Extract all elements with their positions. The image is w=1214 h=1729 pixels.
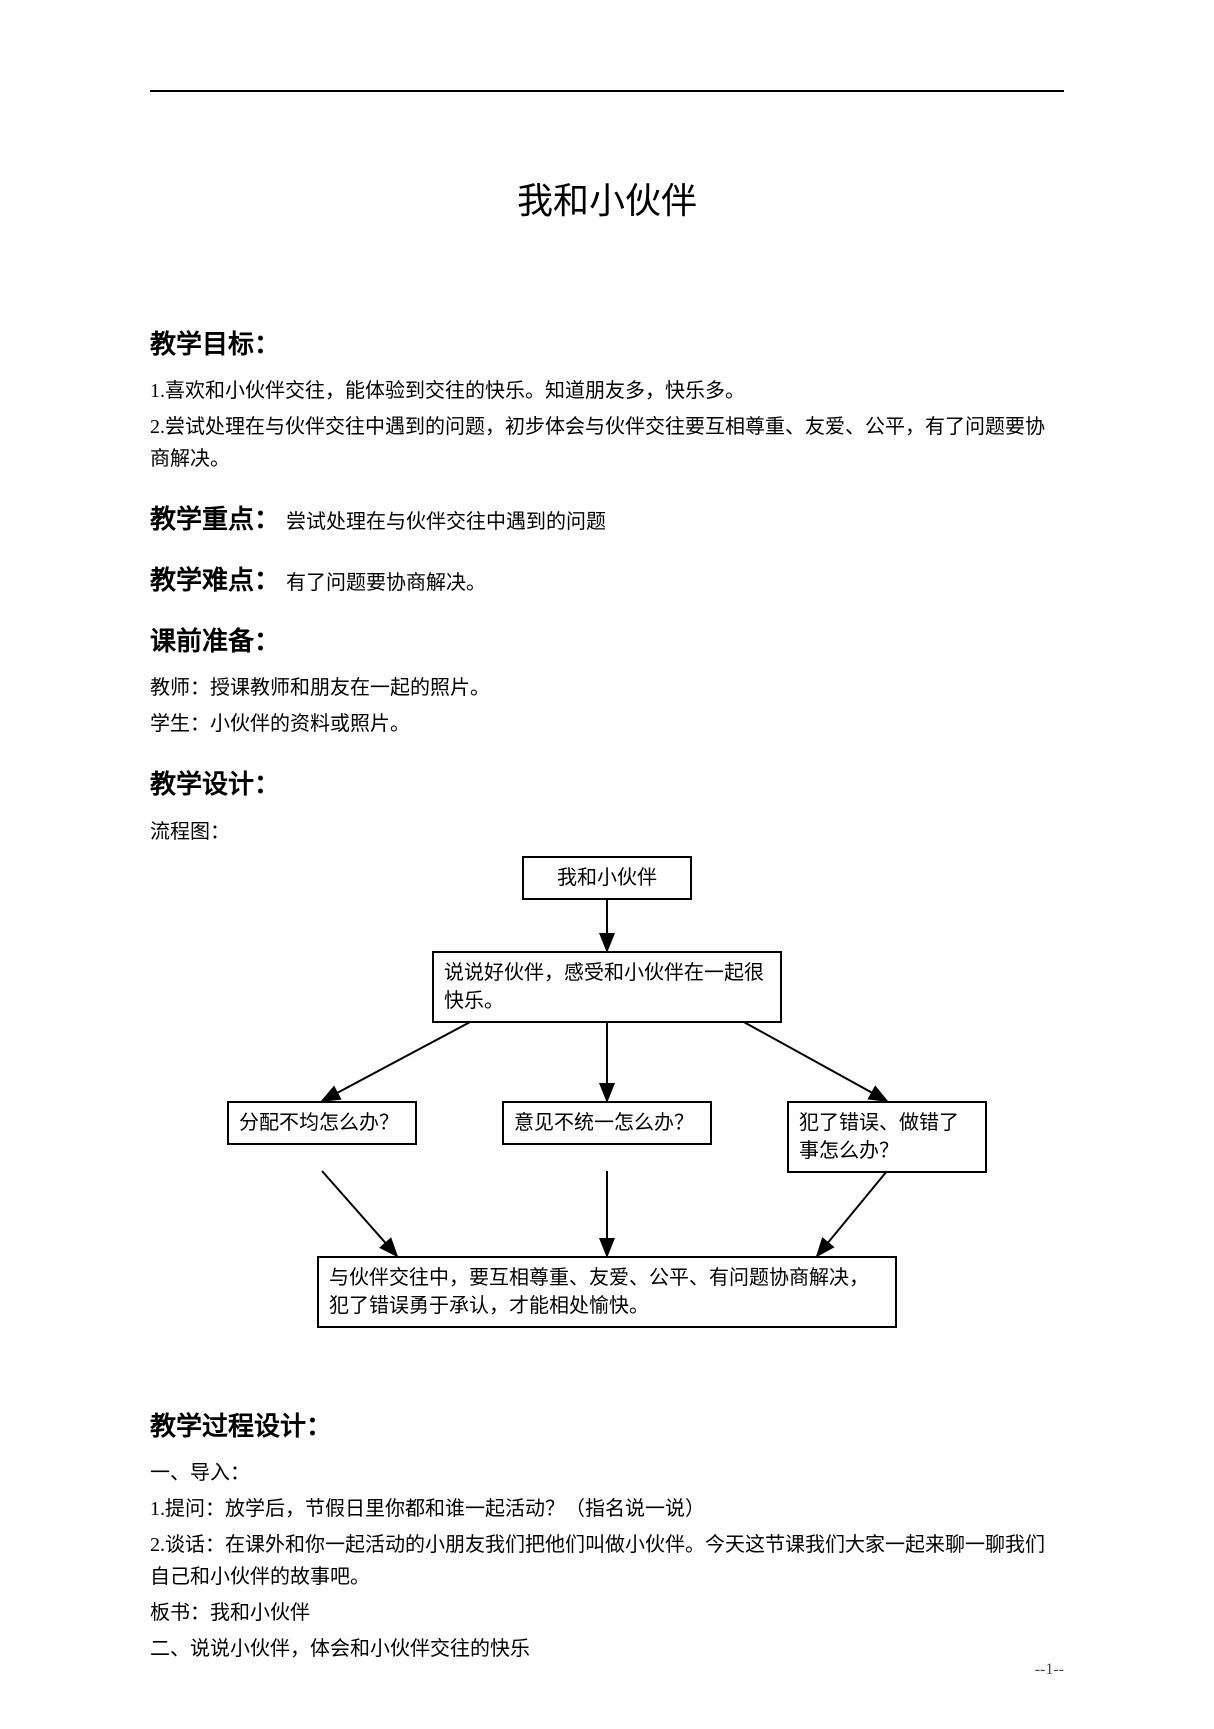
prep-item-1: 教师：授课教师和朋友在一起的照片。 [150,672,1064,704]
intro-heading: 一、导入： [150,1457,1064,1489]
document-title: 我和小伙伴 [150,172,1064,224]
goals-heading: 教学目标： [150,324,1064,361]
difficulty-row: 教学难点： 有了问题要协商解决。 [150,560,1064,597]
page-number: --1-- [1035,1661,1064,1679]
design-heading: 教学设计： [150,764,1064,801]
intro-q1: 1.提问：放学后，节假日里你都和谁一起活动？（指名说一说） [150,1493,1064,1525]
document-page: 我和小伙伴 教学目标： 1.喜欢和小伙伴交往，能体验到交往的快乐。知道朋友多，快… [0,0,1214,1729]
flow-node-mid: 说说好伙伴，感受和小伙伴在一起很快乐。 [432,951,782,1023]
flow-node-top: 我和小伙伴 [522,856,692,900]
difficulty-heading: 教学难点： [150,560,280,597]
flowchart: 我和小伙伴 说说好伙伴，感受和小伙伴在一起很快乐。 分配不均怎么办？ 意见不统一… [227,856,987,1376]
keypoint-text: 尝试处理在与伙伴交往中遇到的问题 [286,505,606,534]
goal-item-2: 2.尝试处理在与伙伴交往中遇到的问题，初步体会与伙伴交往要互相尊重、友爱、公平，… [150,411,1064,475]
top-rule [150,90,1064,92]
flow-node-b2: 意见不统一怎么办？ [502,1101,712,1145]
flow-node-b3: 犯了错误、做错了事怎么办？ [787,1101,987,1173]
part2-heading: 二、说说小伙伴，体会和小伙伴交往的快乐 [150,1633,1064,1665]
flowchart-label: 流程图： [150,815,1064,844]
difficulty-text: 有了问题要协商解决。 [286,566,486,595]
goal-item-1: 1.喜欢和小伙伴交往，能体验到交往的快乐。知道朋友多，快乐多。 [150,375,1064,407]
flow-node-b1: 分配不均怎么办？ [227,1101,417,1145]
board-text: 板书：我和小伙伴 [150,1597,1064,1629]
process-heading: 教学过程设计： [150,1406,1064,1443]
keypoint-row: 教学重点： 尝试处理在与伙伴交往中遇到的问题 [150,499,1064,536]
prep-item-2: 学生：小伙伴的资料或照片。 [150,708,1064,740]
flow-node-summary: 与伙伴交往中，要互相尊重、友爱、公平、有问题协商解决，犯了错误勇于承认，才能相处… [317,1256,897,1328]
keypoint-heading: 教学重点： [150,499,280,536]
prep-heading: 课前准备： [150,621,1064,658]
intro-q2: 2.谈话：在课外和你一起活动的小朋友我们把他们叫做小伙伴。今天这节课我们大家一起… [150,1529,1064,1593]
